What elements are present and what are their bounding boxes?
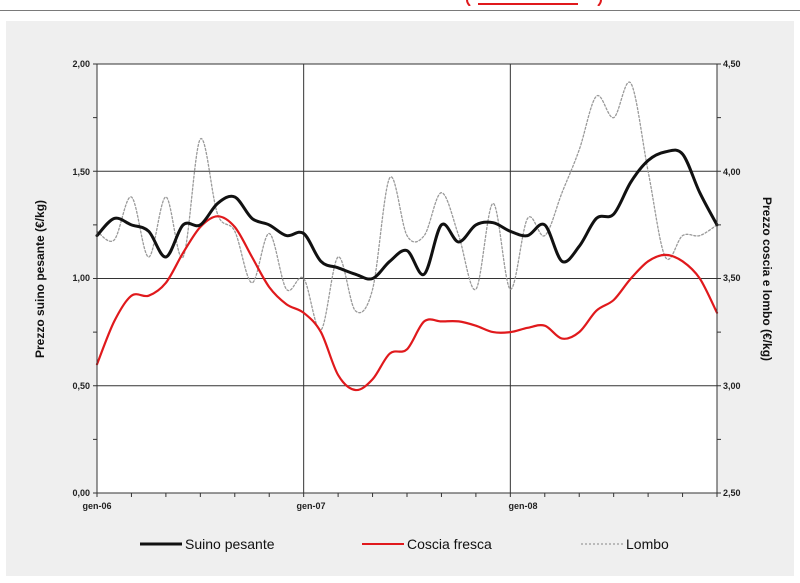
left-tick-label: 0,00 bbox=[72, 488, 90, 498]
left-tick-label: 2,00 bbox=[72, 59, 90, 69]
series-layer bbox=[95, 81, 719, 392]
price-chart: 0,00 0,50 1,00 1,50 2,00 2,50 3,00 3,50 … bbox=[33, 59, 774, 552]
chart-panel: 0,00 0,50 1,00 1,50 2,00 2,50 3,00 3,50 … bbox=[6, 21, 794, 576]
x-axis-ticks: gen-06 gen-07 gen-08 bbox=[82, 501, 537, 511]
legend-label-lombo: Lombo bbox=[626, 536, 669, 552]
legend: Suino pesante Coscia fresca Lombo bbox=[140, 536, 669, 552]
cropped-header-fragment bbox=[466, 0, 602, 6]
series-line-lombo bbox=[96, 81, 718, 331]
left-tick-label: 0,50 bbox=[72, 381, 90, 391]
series-line-coscia-fresca bbox=[95, 215, 719, 392]
left-axis-title: Prezzo suino pesante (€/kg) bbox=[33, 200, 47, 358]
left-tick-label: 1,00 bbox=[72, 273, 90, 283]
legend-label-coscia: Coscia fresca bbox=[407, 536, 492, 552]
right-tick-label: 3,50 bbox=[723, 273, 741, 283]
top-strip bbox=[0, 0, 800, 11]
right-axis-title: Prezzo coscia e lombo (€/kg) bbox=[760, 197, 774, 361]
series-line-suino-pesante bbox=[95, 148, 719, 281]
right-tick-label: 2,50 bbox=[723, 488, 741, 498]
right-axis-ticks: 2,50 3,00 3,50 4,00 4,50 bbox=[723, 59, 741, 498]
right-tick-label: 4,50 bbox=[723, 59, 741, 69]
gridlines bbox=[97, 64, 717, 493]
x-tick-label: gen-08 bbox=[508, 501, 537, 511]
tick-marks bbox=[93, 63, 721, 497]
legend-label-suino: Suino pesante bbox=[185, 536, 275, 552]
x-tick-label: gen-07 bbox=[296, 501, 325, 511]
x-tick-label: gen-06 bbox=[82, 501, 111, 511]
right-tick-label: 3,00 bbox=[723, 381, 741, 391]
left-tick-label: 1,50 bbox=[72, 167, 90, 177]
left-axis-ticks: 0,00 0,50 1,00 1,50 2,00 bbox=[72, 59, 90, 498]
right-tick-label: 4,00 bbox=[723, 167, 741, 177]
